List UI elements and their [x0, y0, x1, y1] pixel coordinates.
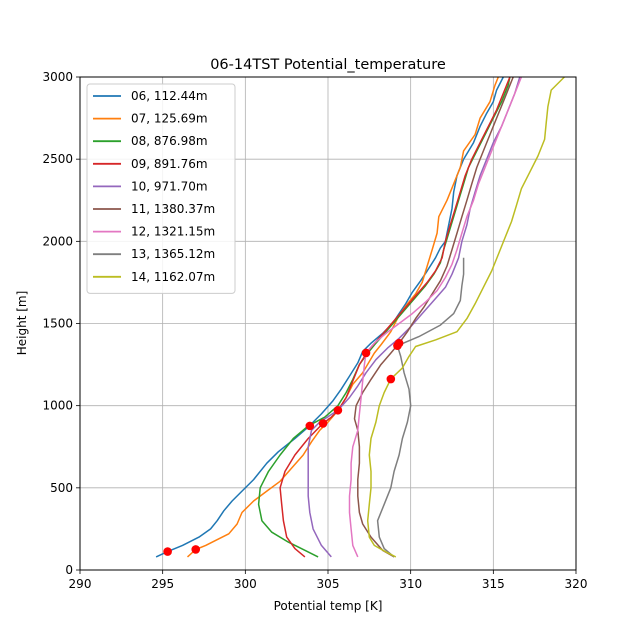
series-line-5 [353, 76, 514, 558]
series-line-1 [186, 76, 499, 558]
pbl-marker-0 [163, 547, 172, 556]
series-line-6 [348, 76, 523, 558]
legend-entry-8: 14, 1162.07m [131, 270, 215, 284]
y-axis-ticks: 0 500 1000 1500 2000 2500 3000 [42, 70, 80, 577]
pbl-marker-8 [386, 374, 396, 384]
legend: 06, 112.44m 07, 125.69m 08, 876.98m 09, 891… [86, 83, 236, 294]
legend-entry-1: 07, 125.69m [131, 112, 208, 126]
x-tick-label: 315 [482, 577, 505, 591]
y-axis-label: Height [m] [15, 291, 29, 356]
x-axis-label: Potential temp [K] [274, 599, 383, 613]
legend-entry-3: 09, 891.76m [131, 157, 208, 171]
pbl-marker-2 [305, 421, 315, 431]
y-tick-label: 0 [65, 563, 73, 577]
y-tick-label: 2500 [42, 152, 73, 166]
series-line-8 [366, 76, 565, 558]
x-tick-label: 320 [565, 577, 588, 591]
pbl-marker-1 [191, 545, 201, 554]
chart-title: 06-14TST Potential_temperature [210, 57, 446, 73]
x-tick-label: 305 [317, 577, 340, 591]
series-line-7 [376, 257, 465, 558]
series-layer [155, 76, 565, 558]
series-line-3 [279, 76, 511, 558]
x-tick-label: 300 [234, 577, 257, 591]
y-tick-label: 3000 [42, 70, 73, 84]
x-axis-ticks: 290 295 300 305 310 315 320 [69, 570, 588, 591]
y-tick-label: 500 [50, 481, 73, 495]
y-tick-label: 2000 [42, 234, 73, 248]
marker-layer [163, 338, 404, 556]
x-tick-label: 310 [399, 577, 422, 591]
pbl-marker-3 [318, 419, 328, 428]
legend-box [86, 83, 236, 294]
legend-entry-6: 12, 1321.15m [131, 225, 215, 239]
pbl-marker-4 [333, 405, 343, 415]
legend-entry-7: 13, 1365.12m [131, 247, 215, 261]
series-line-4 [307, 76, 521, 558]
legend-entry-2: 08, 876.98m [131, 134, 208, 148]
y-tick-label: 1500 [42, 317, 73, 331]
pbl-marker-7 [393, 341, 402, 350]
pbl-marker-6 [361, 348, 371, 358]
x-tick-label: 290 [69, 577, 92, 591]
legend-entry-5: 11, 1380.37m [131, 202, 215, 216]
legend-entry-4: 10, 971.70m [131, 179, 208, 193]
x-tick-label: 295 [151, 577, 174, 591]
legend-entry-0: 06, 112.44m [131, 89, 208, 103]
y-tick-label: 1000 [42, 399, 73, 413]
